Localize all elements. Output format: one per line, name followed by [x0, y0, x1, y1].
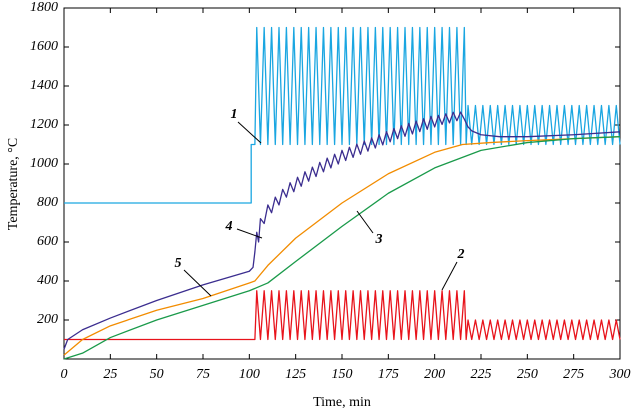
annotation-leader: [237, 121, 262, 144]
x-tick-label: 225: [471, 367, 492, 382]
x-tick-label: 75: [196, 367, 210, 382]
x-tick-label: 100: [239, 367, 260, 382]
series-line: [63, 111, 621, 350]
x-tick-label: 0: [61, 367, 68, 382]
y-tick-label: 1000: [30, 156, 58, 171]
annotation: 4: [225, 219, 233, 234]
series-line: [63, 136, 621, 356]
series-line: [63, 136, 621, 360]
x-tick-label: 150: [332, 367, 353, 382]
y-tick-label: 400: [37, 273, 58, 288]
y-tick-label: 1600: [30, 39, 58, 54]
annotation-leader: [236, 228, 263, 239]
x-tick-label: 50: [150, 367, 164, 382]
y-tick-label: 800: [37, 195, 58, 210]
x-tick-label: 175: [378, 367, 399, 382]
series-line: [64, 290, 621, 341]
x-tick-label: 125: [285, 367, 306, 382]
annotation: 5: [175, 256, 182, 271]
x-tick-label: 300: [609, 367, 631, 382]
x-tick-label: 275: [563, 367, 584, 382]
y-tick-label: 1400: [30, 78, 58, 93]
annotation: 2: [457, 247, 465, 262]
annotation-leader: [356, 210, 374, 234]
annotation-leader: [441, 261, 458, 291]
plot-frame: [63, 7, 621, 360]
x-axis-title: Time, min: [313, 395, 371, 410]
annotation-leader: [183, 269, 212, 297]
x-tick-label: 200: [424, 367, 445, 382]
series-line: [64, 26, 621, 204]
y-tick-label: 1200: [30, 117, 58, 132]
y-tick-label: 200: [37, 312, 58, 327]
annotation: 1: [231, 107, 238, 122]
y-tick-label: 1800: [30, 0, 58, 15]
x-tick-label: 25: [103, 367, 117, 382]
y-tick-label: 600: [37, 234, 58, 249]
y-axis-title: Temperature, °C: [6, 138, 21, 230]
x-tick-label: 250: [517, 367, 538, 382]
annotation: 3: [375, 232, 383, 247]
